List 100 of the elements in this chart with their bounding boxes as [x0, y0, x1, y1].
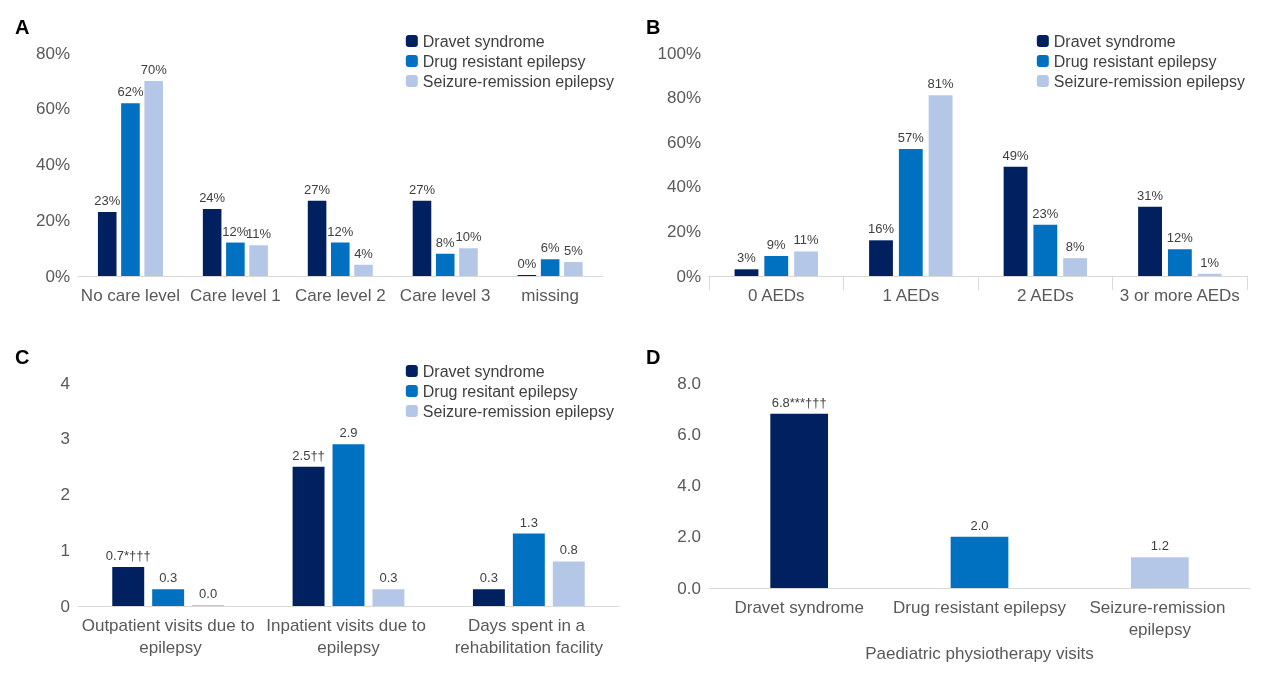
x-tick-label: No care level — [80, 285, 181, 305]
data-label: 0.8 — [559, 542, 578, 558]
legend-label: Seizure-remission epilepsy — [422, 72, 614, 90]
x-tick-label: 2 AEDs — [1016, 285, 1074, 305]
x-tick-label: missing — [521, 285, 579, 305]
legend-label: Seizure-remission epilepsy — [1053, 72, 1245, 90]
bar — [97, 211, 117, 276]
bar — [435, 253, 455, 276]
y-tick-label: 2.0 — [677, 527, 701, 547]
x-tick-label: Seizure-remission epilepsy — [1089, 597, 1231, 639]
data-label: 5% — [563, 243, 584, 259]
y-tick-label: 80% — [35, 43, 70, 63]
y-tick-label: 4 — [60, 373, 70, 393]
data-label: 8% — [435, 234, 456, 250]
data-label: 23% — [1032, 205, 1059, 221]
y-tick-label: 0% — [45, 266, 70, 286]
data-label: 3% — [737, 250, 757, 266]
data-label: 6.8***††† — [771, 394, 827, 410]
bar — [472, 589, 505, 606]
x-tick-label: Care level 3 — [399, 285, 491, 305]
y-tick-label: 100% — [657, 43, 701, 63]
legend-label: Dravet syndrome — [422, 362, 545, 380]
data-label: 10% — [455, 229, 482, 245]
y-tick-label: 8.0 — [677, 373, 701, 393]
data-label: 12% — [327, 223, 354, 239]
data-label: 11% — [246, 226, 272, 242]
bar — [1138, 206, 1162, 276]
bar — [112, 566, 145, 606]
data-label: 0.0 — [199, 586, 218, 601]
data-label: 27% — [304, 181, 331, 197]
bar — [331, 242, 350, 276]
bar — [226, 242, 245, 276]
legend-label: Drug resistant epilepsy — [422, 52, 586, 70]
bar — [540, 259, 560, 276]
bar — [292, 466, 325, 606]
x-tick-label: Dravet syndrome — [734, 597, 864, 617]
bar — [734, 269, 759, 276]
bar — [152, 589, 185, 606]
data-label: 0.7*††† — [105, 547, 151, 563]
bar — [794, 251, 818, 276]
data-label: 24% — [199, 190, 226, 206]
data-label: 6% — [540, 240, 560, 256]
data-label: 57% — [897, 129, 925, 145]
bar — [372, 589, 405, 606]
data-label: 2.0 — [970, 517, 989, 533]
data-label: 16% — [867, 221, 895, 237]
chart-title: B — [646, 16, 661, 38]
x-tick-label: Care level 1 — [190, 285, 281, 305]
data-label: 8% — [1065, 239, 1085, 255]
x-tick-label: Care level 2 — [294, 285, 386, 305]
y-tick-label: 60% — [666, 132, 701, 152]
data-label: 0.3 — [479, 570, 498, 586]
x-tick-label: Drug resistant epilepsy — [893, 597, 1067, 617]
bar — [249, 245, 268, 276]
bar — [202, 209, 222, 276]
data-label: 9% — [766, 236, 787, 252]
data-label: 4% — [354, 245, 374, 261]
legend-label: Drug resistant epilepsy — [1053, 52, 1217, 70]
chart-title: D — [646, 346, 661, 368]
x-tick-label: Outpatient visits due to epilepsy — [81, 615, 255, 657]
bar — [770, 413, 829, 588]
data-label: 2.5†† — [292, 447, 325, 463]
data-label: 0.3 — [379, 570, 398, 586]
y-tick-label: 3 — [60, 429, 70, 449]
bar — [354, 264, 373, 276]
bar — [898, 148, 923, 276]
x-tick-label: Days spent in a rehabilitation facility — [454, 615, 604, 657]
y-tick-label: 80% — [666, 88, 701, 108]
bar — [121, 103, 140, 276]
x-axis-title: Paediatric physiotherapy visits — [865, 643, 1094, 663]
y-tick-label: 40% — [666, 177, 701, 197]
y-tick-label: 60% — [35, 99, 70, 119]
chart-title: A — [15, 16, 30, 38]
chart-title: C — [15, 346, 30, 368]
y-tick-label: 1 — [60, 540, 70, 560]
bar — [512, 533, 545, 606]
data-label: 2.9 — [339, 425, 358, 441]
data-label: 70% — [140, 61, 168, 77]
data-label: 1% — [1200, 254, 1220, 270]
y-tick-label: 40% — [35, 155, 70, 174]
bar — [564, 262, 583, 276]
bar — [332, 444, 365, 606]
y-tick-label: 20% — [35, 210, 70, 230]
y-tick-label: 4.0 — [677, 476, 701, 495]
bar — [1033, 224, 1058, 276]
y-tick-label: 0.0 — [677, 578, 701, 598]
bar — [1197, 273, 1222, 276]
legend-label: Drug resitant epilepsy — [422, 382, 578, 400]
data-label: 31% — [1137, 187, 1164, 203]
legend-label: Dravet syndrome — [422, 32, 545, 50]
legend-label: Dravet syndrome — [1053, 32, 1176, 50]
data-label: 1.3 — [519, 514, 538, 530]
bar — [1063, 258, 1088, 276]
bar — [459, 248, 478, 276]
x-tick-label: Inpatient visits due to epilepsy — [266, 615, 431, 657]
bar — [1003, 166, 1028, 276]
x-tick-label: 0 AEDs — [747, 285, 805, 305]
y-tick-label: 0% — [676, 266, 701, 286]
data-label: 81% — [927, 76, 955, 92]
bar — [1167, 249, 1192, 276]
